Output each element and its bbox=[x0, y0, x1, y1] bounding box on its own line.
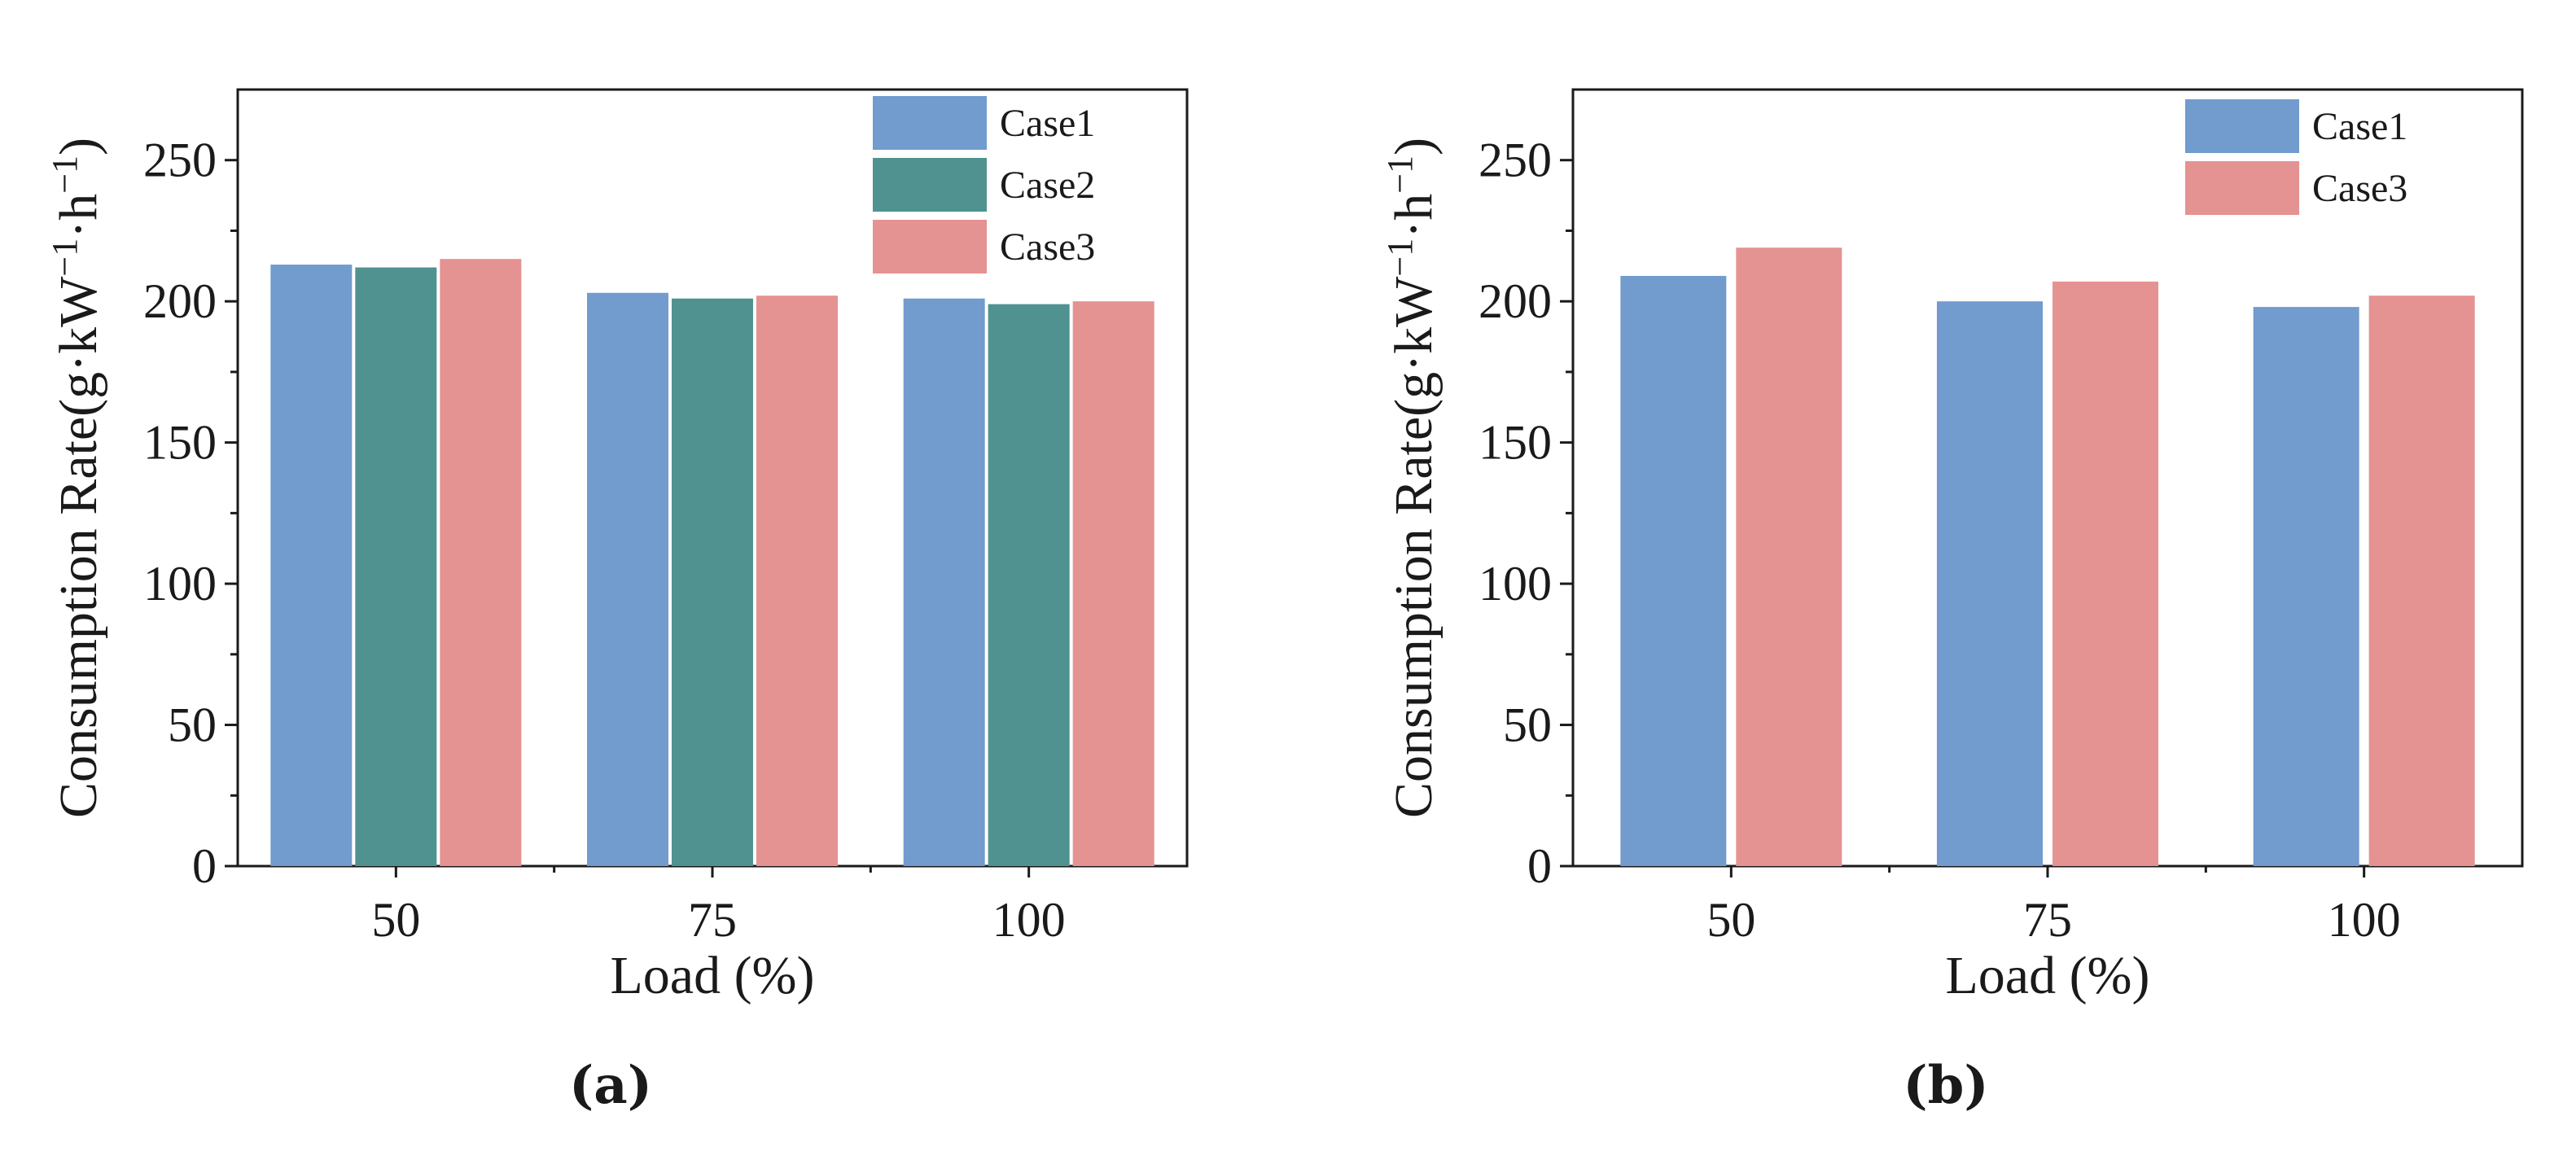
legend-label-case1: Case1 bbox=[1000, 102, 1095, 145]
bar-case3-100 bbox=[1072, 301, 1154, 866]
legend-label-case1: Case1 bbox=[2312, 105, 2407, 148]
bar-group bbox=[270, 259, 1154, 867]
y-axis-title-sup1: −1 bbox=[45, 239, 85, 277]
y-axis-ticks: 0 50 100 150 200 250 bbox=[143, 133, 238, 893]
bar-case3-50 bbox=[1736, 247, 1842, 866]
x-axis-title: Load (%) bbox=[610, 946, 814, 1005]
bar-case1-100 bbox=[903, 298, 985, 866]
y-axis-ticks: 0 50 100 150 200 250 bbox=[1479, 133, 1573, 893]
bar-case3-50 bbox=[440, 259, 522, 866]
legend: Case1 Case3 bbox=[2185, 99, 2407, 215]
bar-case1-75 bbox=[587, 292, 668, 866]
x-tick-label: 100 bbox=[992, 893, 1066, 947]
bar-case3-75 bbox=[756, 295, 838, 866]
legend-label-case3: Case3 bbox=[2312, 167, 2407, 210]
legend-swatch-case1 bbox=[2185, 99, 2299, 153]
legend-swatch-case3 bbox=[2185, 161, 2299, 215]
x-axis-ticks: 50 75 100 bbox=[1706, 866, 2401, 947]
y-tick-label: 50 bbox=[1503, 698, 1552, 752]
y-tick-label: 250 bbox=[1479, 133, 1552, 187]
legend: Case1 Case2 Case3 bbox=[873, 96, 1095, 274]
x-tick-label: 75 bbox=[688, 893, 737, 947]
bar-case1-50 bbox=[270, 265, 353, 867]
y-tick-label: 0 bbox=[1527, 839, 1552, 893]
legend-label-case3: Case3 bbox=[1000, 225, 1095, 269]
x-tick-label: 100 bbox=[2328, 893, 2401, 947]
x-tick-label: 50 bbox=[371, 893, 420, 947]
x-tick-label: 50 bbox=[1706, 893, 1755, 947]
y-axis-title-end: ) bbox=[49, 138, 108, 155]
y-tick-label: 150 bbox=[143, 416, 217, 470]
y-tick-label: 100 bbox=[143, 557, 217, 611]
y-axis-title-sup2: −1 bbox=[45, 155, 85, 194]
y-tick-label: 100 bbox=[1479, 557, 1552, 611]
legend-swatch-case3 bbox=[873, 220, 987, 274]
y-axis-title: Consumption Rate(g·kW−1·h−1) bbox=[45, 138, 108, 818]
bar-case2-50 bbox=[355, 267, 437, 866]
y-axis-title: Consumption Rate(g·kW−1·h−1) bbox=[1380, 138, 1444, 818]
y-tick-label: 200 bbox=[143, 274, 217, 328]
bar-case2-75 bbox=[672, 298, 753, 866]
y-tick-label: 50 bbox=[168, 698, 217, 752]
bar-group bbox=[1620, 247, 2475, 867]
y-tick-label: 150 bbox=[1479, 416, 1552, 470]
bar-case1-75 bbox=[1937, 301, 2043, 866]
y-axis-title-main: Consumption Rate(g·kW bbox=[1384, 276, 1444, 818]
y-tick-label: 250 bbox=[143, 133, 217, 187]
y-axis-title-main: Consumption Rate(g·kW bbox=[49, 276, 108, 818]
y-tick-label: 0 bbox=[192, 839, 217, 893]
chart-panel-b: 0 50 100 150 200 250 50 75 100 Case1 Case3 Load … bbox=[1380, 88, 2524, 1116]
y-axis-title-mid: ·h bbox=[49, 194, 108, 239]
bar-case2-100 bbox=[988, 304, 1070, 867]
y-axis-title-end: ) bbox=[1384, 138, 1444, 155]
legend-label-case2: Case2 bbox=[1000, 164, 1095, 207]
legend-swatch-case2 bbox=[873, 158, 987, 212]
legend-swatch-case1 bbox=[873, 96, 987, 150]
y-axis-title-mid: ·h bbox=[1384, 194, 1444, 239]
x-tick-label: 75 bbox=[2023, 893, 2072, 947]
y-axis-title-sup1: −1 bbox=[1380, 239, 1420, 277]
panel-label: (a) bbox=[569, 1055, 652, 1116]
y-axis-title-sup2: −1 bbox=[1380, 155, 1420, 194]
panel-label: (b) bbox=[1903, 1055, 1988, 1116]
bar-case1-100 bbox=[2253, 307, 2359, 866]
bar-case1-50 bbox=[1620, 275, 1727, 867]
x-axis-title: Load (%) bbox=[1945, 946, 2149, 1005]
x-axis-ticks: 50 75 100 bbox=[371, 866, 1066, 947]
bar-case3-100 bbox=[2368, 295, 2475, 866]
y-tick-label: 200 bbox=[1479, 274, 1552, 328]
bar-case3-75 bbox=[2052, 281, 2158, 866]
